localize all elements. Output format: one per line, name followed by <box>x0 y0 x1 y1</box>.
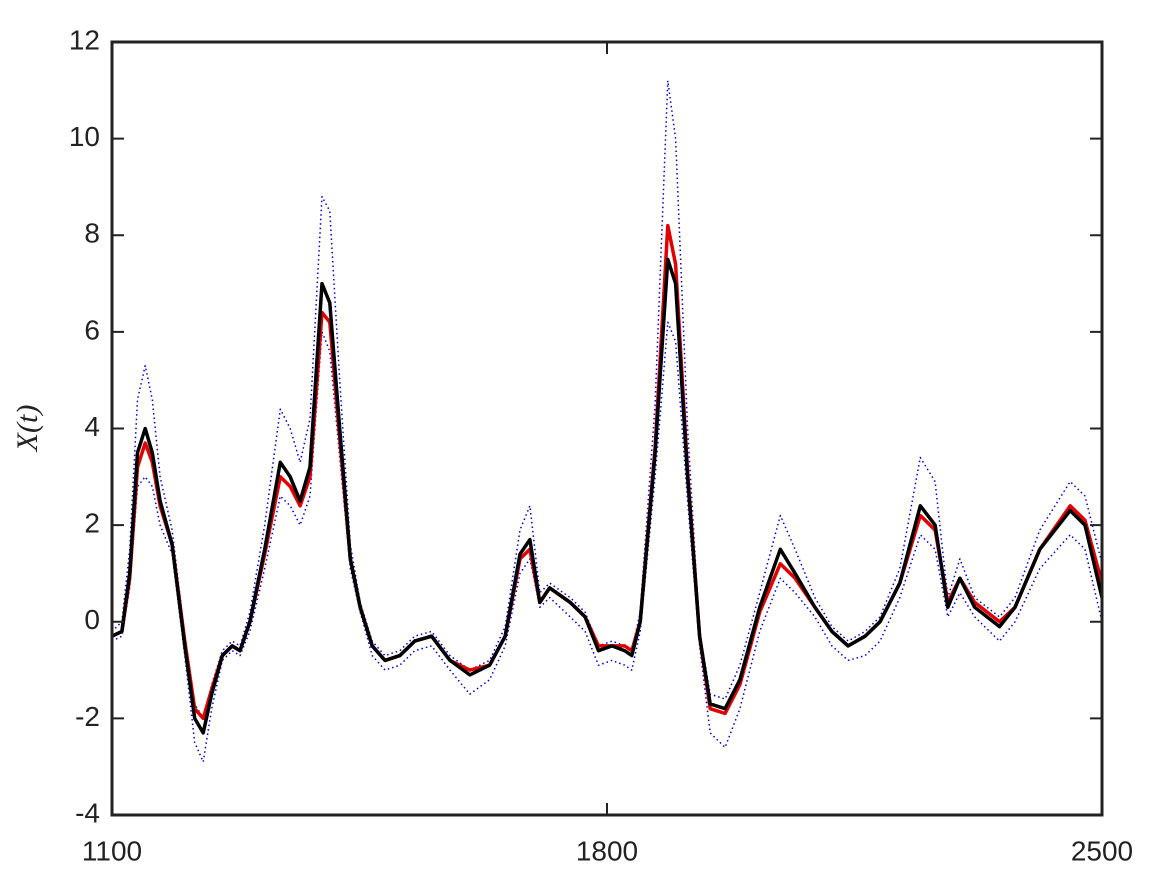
x-tick-label: 1800 <box>576 835 638 866</box>
x-tick-label: 2500 <box>1071 835 1133 866</box>
x-tick-label: 1100 <box>82 835 142 866</box>
y-tick-label: 8 <box>84 218 100 249</box>
y-tick-label: 6 <box>84 314 100 345</box>
y-tick-label: -4 <box>75 797 100 828</box>
series-line <box>111 321 1103 763</box>
y-tick-label: -2 <box>75 701 100 732</box>
series-line <box>111 223 1104 721</box>
y-axis-label: X(t) <box>11 405 44 453</box>
y-tick-label: 4 <box>84 411 100 442</box>
series-line <box>111 79 1103 720</box>
axes-frame <box>110 40 1104 817</box>
y-tick-label: 0 <box>84 604 100 635</box>
series-line <box>111 257 1104 735</box>
y-tick-label: 10 <box>69 121 100 152</box>
y-tick-label: 12 <box>69 24 100 55</box>
y-tick-label: 2 <box>84 508 100 539</box>
